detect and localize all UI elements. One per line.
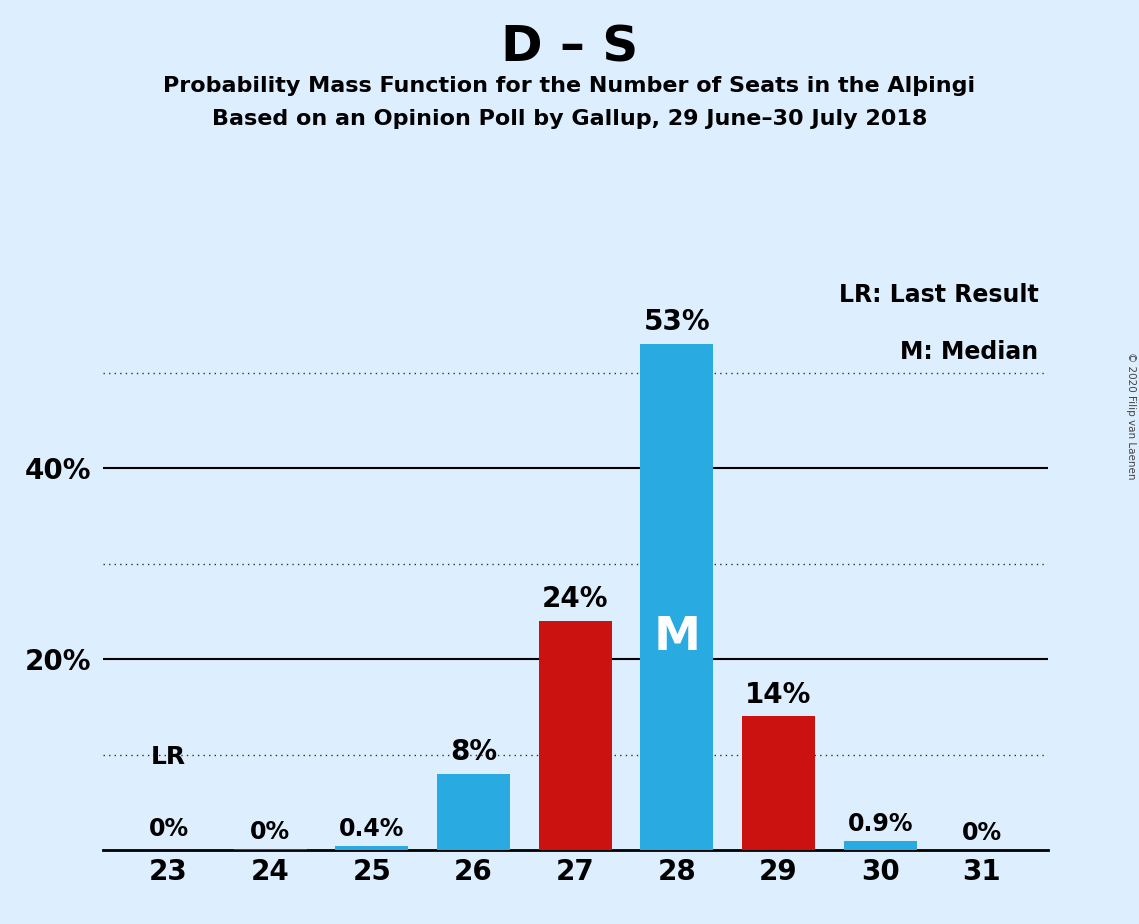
- Text: 14%: 14%: [745, 681, 812, 709]
- Text: Probability Mass Function for the Number of Seats in the Alþingi: Probability Mass Function for the Number…: [163, 76, 976, 96]
- Text: 8%: 8%: [450, 738, 497, 766]
- Text: 0.4%: 0.4%: [339, 817, 404, 841]
- Text: 0%: 0%: [148, 817, 189, 841]
- Text: M: Median: M: Median: [900, 340, 1039, 364]
- Text: M: M: [654, 615, 700, 660]
- Text: 0%: 0%: [251, 820, 290, 844]
- Text: 53%: 53%: [644, 309, 710, 336]
- Text: 0%: 0%: [961, 821, 1002, 845]
- Bar: [437, 773, 510, 850]
- Text: LR: LR: [151, 745, 186, 769]
- Bar: [844, 842, 917, 850]
- Text: © 2020 Filip van Laenen: © 2020 Filip van Laenen: [1126, 352, 1136, 480]
- Bar: [233, 848, 306, 850]
- Bar: [640, 344, 713, 850]
- Text: D – S: D – S: [501, 23, 638, 71]
- Text: LR: Last Result: LR: Last Result: [838, 283, 1039, 307]
- Bar: [335, 846, 409, 850]
- Text: Based on an Opinion Poll by Gallup, 29 June–30 July 2018: Based on an Opinion Poll by Gallup, 29 J…: [212, 109, 927, 129]
- Text: 24%: 24%: [542, 585, 608, 614]
- Text: 0.9%: 0.9%: [847, 812, 912, 835]
- Bar: [539, 621, 612, 850]
- Bar: [741, 716, 816, 850]
